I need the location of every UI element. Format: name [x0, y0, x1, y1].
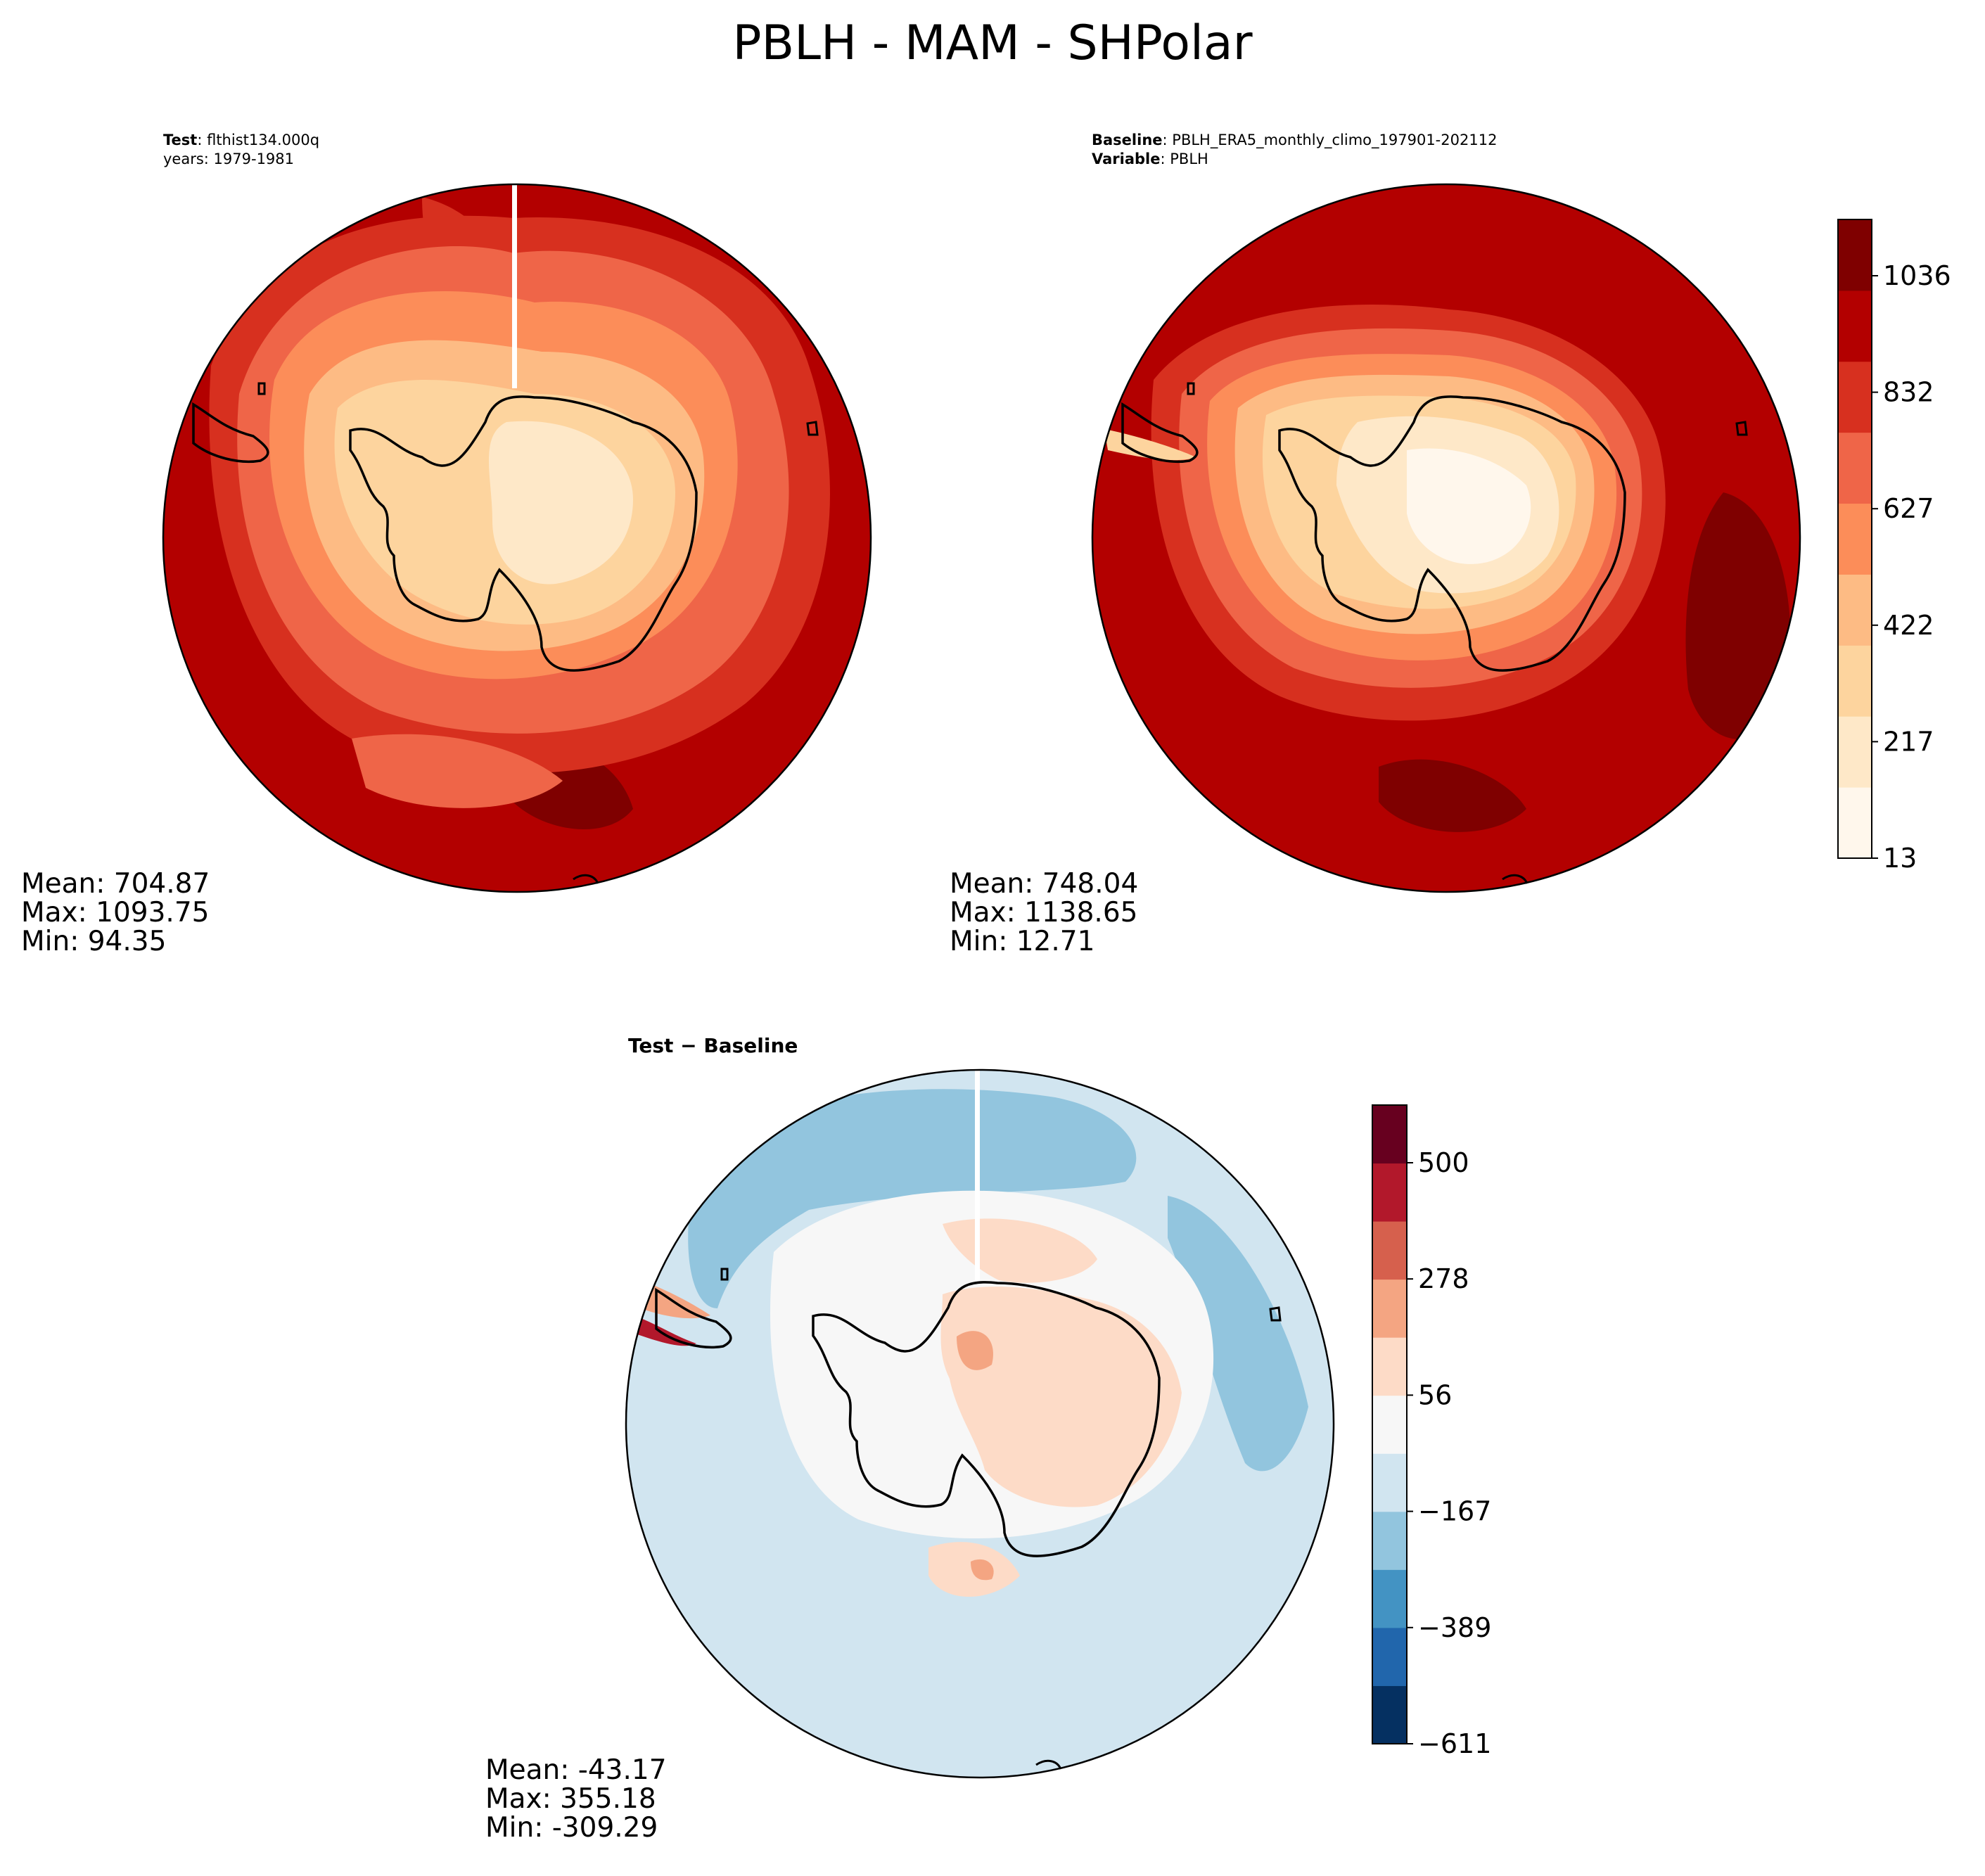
difference-colorbar-color-band — [1372, 1569, 1407, 1628]
baseline-mean: Mean: 748.04 — [950, 868, 1139, 900]
test-caption-years: years: 1979-1981 — [163, 151, 295, 167]
baseline-colorbar-color-band — [1838, 361, 1872, 433]
difference-colorbar-tick-label: 56 — [1418, 1379, 1452, 1410]
difference-colorbar-color-band — [1372, 1337, 1407, 1396]
difference-colorbar-color-band — [1372, 1163, 1407, 1222]
baseline-caption: Baseline: PBLH_ERA5_monthly_climo_197901… — [1092, 132, 1498, 167]
baseline-stats: Mean: 748.04 Max: 1138.65 Min: 12.71 — [950, 869, 1138, 956]
difference-colorbar-tick-label: −167 — [1418, 1496, 1491, 1527]
baseline-colorbar-color-band — [1838, 219, 1872, 291]
baseline-colorbar-tick-label: 627 — [1883, 493, 1934, 524]
difference-colorbar-color-band — [1372, 1511, 1407, 1570]
difference-colorbar-tick-label: −611 — [1418, 1728, 1491, 1759]
difference-caption-test: Test — [628, 1034, 674, 1057]
test-mean: Mean: 704.87 — [21, 868, 210, 900]
baseline-colorbar-color-band — [1838, 716, 1872, 788]
baseline-colorbar-color-band — [1838, 432, 1872, 504]
test-map — [162, 183, 872, 893]
baseline-colorbar: 13 217 422 627 832 1036 — [1837, 219, 1951, 874]
difference-caption-baseline: Baseline — [703, 1034, 798, 1057]
difference-mean: Mean: -43.17 — [485, 1754, 667, 1786]
test-min: Min: 94.35 — [21, 926, 167, 957]
baseline-caption-label: Baseline — [1092, 132, 1163, 148]
baseline-colorbar-tick-label: 13 — [1883, 843, 1917, 874]
difference-colorbar-color-band — [1372, 1627, 1407, 1686]
baseline-map — [1091, 183, 1801, 893]
baseline-max: Max: 1138.65 — [950, 897, 1138, 929]
test-max: Max: 1093.75 — [21, 897, 210, 929]
baseline-colorbar-color-band — [1838, 503, 1872, 575]
difference-map — [625, 1068, 1335, 1779]
baseline-colorbar-color-band — [1838, 787, 1872, 859]
difference-colorbar-color-band — [1372, 1105, 1407, 1164]
test-stats: Mean: 704.87 Max: 1093.75 Min: 94.35 — [21, 869, 210, 956]
difference-colorbar-color-band — [1372, 1395, 1407, 1454]
difference-colorbar-tick-label: 500 — [1418, 1147, 1469, 1178]
test-caption-label: Test — [163, 132, 198, 148]
difference-caption: Test − Baseline — [628, 1034, 798, 1057]
difference-colorbar-color-band — [1372, 1279, 1407, 1338]
baseline-colorbar-color-band — [1838, 574, 1872, 646]
baseline-colorbar-tick-label: 217 — [1883, 726, 1934, 757]
baseline-caption-variable-label: Variable — [1092, 151, 1161, 167]
baseline-caption-case: PBLH_ERA5_monthly_climo_197901-202112 — [1172, 132, 1498, 148]
baseline-colorbar-tick-label: 832 — [1883, 377, 1934, 408]
baseline-caption-variable: PBLH — [1170, 151, 1208, 167]
difference-colorbar: −611 −389 −167 56 278 500 — [1372, 1104, 1491, 1759]
baseline-colorbar-tick-label: 1036 — [1883, 260, 1951, 291]
baseline-min: Min: 12.71 — [950, 926, 1095, 957]
baseline-colorbar-color-band — [1838, 290, 1872, 362]
difference-max: Max: 355.18 — [485, 1783, 656, 1815]
difference-caption-sep: − — [673, 1034, 704, 1057]
difference-colorbar-color-band — [1372, 1453, 1407, 1512]
difference-stats: Mean: -43.17 Max: 355.18 Min: -309.29 — [485, 1756, 667, 1842]
difference-colorbar-tick-label: −389 — [1418, 1612, 1491, 1643]
baseline-colorbar-color-band — [1838, 645, 1872, 717]
test-caption-case: flthist134.000q — [207, 132, 320, 148]
test-caption: Test: flthist134.000q years: 1979-1981 — [163, 132, 320, 167]
difference-colorbar-color-band — [1372, 1221, 1407, 1280]
baseline-colorbar-tick-label: 422 — [1883, 610, 1934, 641]
difference-colorbar-color-band — [1372, 1685, 1407, 1744]
difference-min: Min: -309.29 — [485, 1812, 658, 1844]
figure-title: PBLH - MAM - SHPolar — [732, 15, 1253, 71]
difference-colorbar-tick-label: 278 — [1418, 1263, 1469, 1294]
